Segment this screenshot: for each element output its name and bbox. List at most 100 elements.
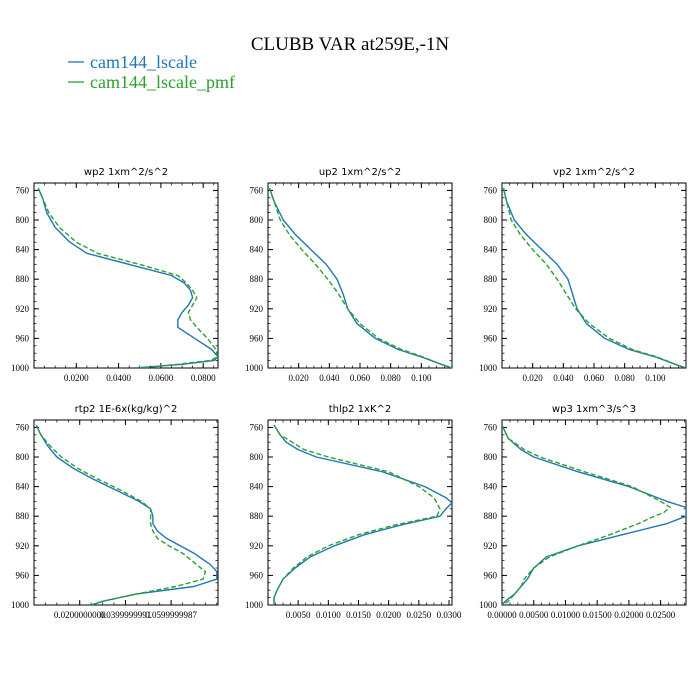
x-tick-label: 0.060 [584, 373, 605, 383]
x-tick-label: 0.0599999987 [145, 610, 197, 620]
x-tick-label: 0.100 [645, 373, 666, 383]
y-tick-label: 760 [484, 422, 498, 432]
y-tick-label: 880 [484, 274, 498, 284]
series-line-cam144_lscale_pmf [502, 188, 686, 368]
legend-label-lscale-pmf: cam144_lscale_pmf [90, 72, 235, 92]
plot-frame [33, 182, 219, 369]
x-tick-label: 0.0250 [406, 610, 431, 620]
x-tick-label: 0.0399999991 [100, 610, 152, 620]
series-line-cam144_lscale_pmf [502, 424, 671, 605]
y-tick-label: 920 [16, 304, 30, 314]
series-line-cam144_lscale [268, 187, 452, 368]
x-tick-label: 0.020 [289, 373, 310, 383]
x-tick-label: 0.0050 [286, 610, 311, 620]
x-tick-label: 0.080 [381, 373, 402, 383]
x-tick-label: 0.060 [350, 373, 371, 383]
y-tick-label: 960 [16, 570, 30, 580]
legend-label-lscale: cam144_lscale [90, 52, 197, 72]
panel-wp2: wp2 1xm^2/s^2 760 800 840 880 920 960 1000 0.020… [11, 167, 219, 383]
series-line-cam144_lscale_pmf [35, 424, 207, 605]
panel-title: thlp2 1xK^2 [329, 404, 392, 415]
y-tick-label: 1000 [245, 363, 264, 373]
y-tick-label: 840 [484, 482, 498, 492]
y-tick-label: 1000 [11, 600, 30, 610]
panel-grid: wp2 1xm^2/s^2 760 800 840 880 920 960 1000 0.020… [11, 167, 687, 620]
y-tick-label: 960 [16, 333, 30, 343]
legend: cam144_lscale cam144_lscale_pmf [68, 52, 235, 92]
plot-frame [501, 419, 687, 606]
y-tick-label: 1000 [245, 600, 264, 610]
y-tick-label: 840 [16, 245, 30, 255]
panel-vp2: vp2 1xm^2/s^2 760 800 840 880 920 960 1000 0.020… [479, 167, 687, 383]
y-tick-label: 920 [484, 304, 498, 314]
y-tick-label: 920 [16, 541, 30, 551]
x-tick-label: 0.040 [319, 373, 340, 383]
x-tick-label: 0.0100 [316, 610, 341, 620]
y-tick-label: 920 [250, 304, 264, 314]
y-tick-label: 880 [250, 274, 264, 284]
plot-frame [33, 419, 219, 606]
y-tick-label: 880 [16, 511, 30, 521]
panel-thlp2: thlp2 1xK^2 760 800 840 880 920 960 1000 0.0050 0… [245, 404, 462, 620]
y-tick-label: 1000 [11, 363, 30, 373]
series-line-cam144_lscale_pmf [273, 424, 441, 605]
x-tick-label: 0.01000 [551, 610, 581, 620]
series-line-cam144_lscale [273, 424, 452, 605]
y-tick-label: 840 [484, 245, 498, 255]
x-tick-label: 0.020 [523, 373, 544, 383]
x-tick-label: 0.02500 [646, 610, 676, 620]
y-tick-label: 880 [484, 511, 498, 521]
series-line-cam144_lscale_pmf [268, 187, 452, 368]
y-tick-label: 800 [250, 215, 264, 225]
y-tick-label: 760 [250, 185, 264, 195]
figure-title: CLUBB VAR at259E,-1N [251, 34, 450, 55]
x-tick-label: 0.100 [411, 373, 432, 383]
y-tick-label: 760 [16, 422, 30, 432]
panel-title: up2 1xm^2/s^2 [319, 167, 401, 178]
y-tick-label: 920 [484, 541, 498, 551]
y-tick-label: 960 [484, 570, 498, 580]
x-tick-label: 0.00000 [487, 610, 517, 620]
y-tick-label: 840 [250, 245, 264, 255]
series-line-cam144_lscale_pmf [37, 187, 218, 368]
series-line-cam144_lscale [37, 187, 218, 368]
series-line-cam144_lscale [502, 188, 686, 368]
x-tick-label: 0.02000 [614, 610, 644, 620]
plot-frame [267, 419, 453, 606]
x-tick-label: 0.01500 [583, 610, 613, 620]
y-tick-label: 800 [484, 215, 498, 225]
panel-wp3: wp3 1xm^3/s^3 760 800 840 880 920 960 10000.000… [479, 404, 687, 620]
y-tick-label: 800 [16, 215, 30, 225]
panel-title: wp3 1xm^3/s^3 [552, 404, 636, 415]
x-tick-label: 0.0150 [346, 610, 371, 620]
x-tick-label: 0.0200 [64, 373, 89, 383]
x-tick-label: 0.040 [553, 373, 574, 383]
panel-title: vp2 1xm^2/s^2 [553, 167, 635, 178]
y-tick-label: 800 [250, 452, 264, 462]
y-tick-label: 960 [250, 333, 264, 343]
y-tick-label: 760 [250, 422, 264, 432]
x-tick-label: 0.0400 [106, 373, 131, 383]
x-tick-label: 0.0200 [376, 610, 401, 620]
x-tick-label: 0.0600 [149, 373, 174, 383]
y-tick-label: 840 [250, 482, 264, 492]
panel-rtp2: rtp2 1E-6x(kg/kg)^2 760 800 840 880 920 960 100… [11, 404, 219, 620]
y-tick-label: 760 [484, 185, 498, 195]
x-tick-label: 0.0200000000 [54, 610, 106, 620]
plot-frame [267, 182, 453, 369]
y-tick-label: 760 [16, 185, 30, 195]
y-tick-label: 800 [484, 452, 498, 462]
y-tick-label: 1000 [479, 363, 498, 373]
x-tick-label: 0.0800 [191, 373, 216, 383]
y-tick-label: 920 [250, 541, 264, 551]
y-tick-label: 880 [250, 511, 264, 521]
y-tick-label: 1000 [479, 600, 498, 610]
y-tick-label: 960 [484, 333, 498, 343]
plot-frame [501, 182, 687, 369]
panel-title: wp2 1xm^2/s^2 [84, 167, 168, 178]
y-tick-label: 840 [16, 482, 30, 492]
x-tick-label: 0.00500 [519, 610, 549, 620]
y-tick-label: 960 [250, 570, 264, 580]
panel-title: rtp2 1E-6x(kg/kg)^2 [75, 404, 178, 415]
